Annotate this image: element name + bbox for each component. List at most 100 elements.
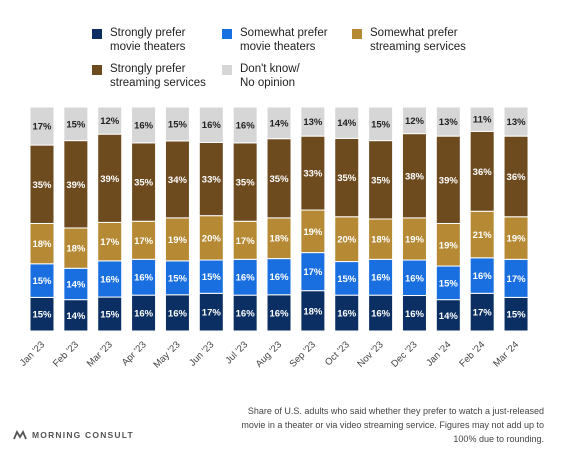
x-tick-label: Mar '23 [85,339,115,369]
data-label: 15% [168,119,188,130]
data-label: 34% [168,175,188,186]
x-tick-label: May '23 [151,339,182,370]
bar-segment [131,106,157,144]
bar-segment [503,258,529,298]
x-tick-label: Jun '23 [187,339,216,368]
data-label: 15% [371,119,391,130]
legend-label: Strongly prefer movie theaters [110,27,186,53]
legend-item-dont-know: Don't know/ No opinion [222,62,300,90]
bar-segment [198,259,224,294]
stacked-bar-chart: 15% 15% 18% 35% 17% Jan '23 14% 14% 18% 39% 15% Feb… [18,106,529,370]
data-label: 17% [202,308,222,319]
data-label: 17% [236,236,256,247]
data-label: 17% [473,308,493,319]
bar-segment [131,142,157,222]
data-label: 20% [202,233,222,244]
legend-label: Somewhat prefer streaming services [370,27,466,53]
x-tick-label: Nov '23 [355,339,385,369]
bar-stack: 16% 15% 20% 35% 14% [334,106,360,332]
bar-stack: 16% 15% 19% 34% 15% [164,106,190,332]
bar-segment [469,106,495,132]
data-label: 14% [66,279,86,290]
data-label: 17% [303,267,323,278]
x-tick-label: Dec '23 [389,339,419,369]
bar-segment [29,222,55,265]
data-label: 39% [66,180,86,191]
data-label: 12% [405,116,425,127]
data-label: 12% [100,116,120,127]
x-tick-label: Mar '24 [491,339,521,369]
bar-stack: 16% 16% 17% 35% 16% [131,106,157,332]
bar-segment [300,106,326,137]
data-label: 16% [270,272,290,283]
data-label: 36% [473,167,493,178]
bar-stack: 16% 16% 18% 35% 14% [266,106,292,332]
data-label: 14% [337,118,357,129]
x-tick-label: Jul '23 [223,339,250,366]
data-label: 16% [168,308,188,319]
data-label: 15% [337,274,357,285]
bar-segment [97,133,123,223]
bar-segment [368,294,394,332]
data-label: 19% [168,235,188,246]
bar-segment [63,140,89,229]
bar-segment [29,106,55,146]
brand-name: MORNING CONSULT [32,430,134,440]
legend-item-strongly-theaters: Strongly prefer movie theaters [92,26,185,54]
legend-swatch [222,29,232,39]
bar-segment [503,106,529,137]
data-label: 16% [134,309,154,320]
bar-segment [401,295,427,332]
bar-stack: 17% 15% 20% 33% 16% [198,106,224,332]
data-label: 15% [168,273,188,284]
data-label: 35% [337,173,357,184]
legend-item-strongly-streaming: Strongly prefer streaming services [92,62,206,90]
data-label: 17% [32,122,52,133]
bar-stack: 15% 17% 19% 36% 13% [503,106,529,332]
data-label: 15% [32,276,52,287]
x-tick-label: Apr '23 [120,339,149,368]
legend-swatch [92,29,102,39]
bar-segment [164,217,190,262]
bar-segment [97,221,123,262]
data-label: 19% [303,227,323,238]
bar-segment [63,106,89,142]
data-label: 19% [405,234,425,245]
bar-segment [435,106,461,137]
bar-stack: 15% 16% 17% 39% 12% [97,106,123,332]
bar-stack: 15% 15% 18% 35% 17% [29,106,55,332]
data-label: 15% [100,310,120,321]
bar-segment [198,215,224,261]
bar-stack: 14% 14% 18% 39% 15% [63,106,89,332]
data-label: 16% [100,274,120,285]
bar-segment [97,106,123,135]
bar-segment [435,299,461,332]
bar-segment [334,216,360,263]
data-label: 35% [134,178,154,189]
morning-consult-logo-icon [13,430,27,440]
legend-label: Don't know/ No opinion [240,63,300,89]
data-label: 17% [100,237,120,248]
bar-segment [198,141,224,217]
data-label: 35% [236,178,256,189]
data-label: 16% [371,309,391,320]
data-label: 15% [32,310,52,321]
data-label: 20% [337,235,357,246]
data-label: 15% [66,119,86,130]
bar-segment [63,227,89,269]
bar-segment [266,106,292,140]
data-label: 13% [303,117,323,128]
bar-segment [401,106,427,135]
x-tick-label: Jan '23 [18,339,47,368]
x-tick-label: Oct '23 [323,339,352,368]
bar-segment [503,296,529,332]
data-label: 16% [473,271,493,282]
data-label: 13% [439,117,459,128]
data-label: 18% [303,306,323,317]
data-label: 16% [202,120,222,131]
data-label: 17% [507,274,527,285]
data-label: 15% [507,310,527,321]
bar-segment [29,263,55,298]
footnote: Share of U.S. adults who said whether th… [241,406,544,444]
bar-segment [503,216,529,260]
